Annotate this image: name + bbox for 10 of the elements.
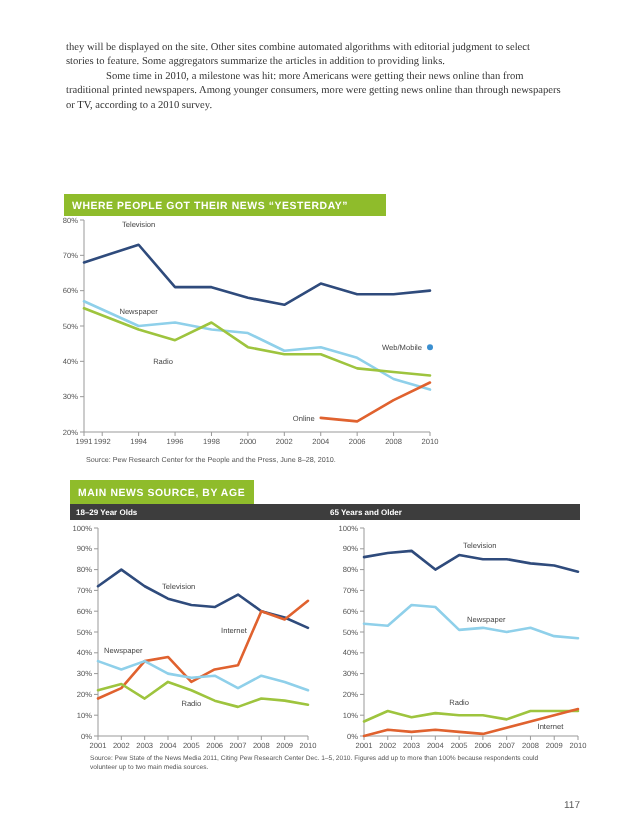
line-series	[82, 243, 432, 307]
line-series	[362, 603, 580, 640]
line-series	[96, 659, 310, 692]
line-series	[82, 307, 432, 377]
line-series	[96, 568, 310, 630]
line-series	[96, 680, 310, 709]
line-series	[319, 381, 432, 423]
line-series	[96, 599, 310, 700]
line-series	[82, 299, 432, 391]
line-series	[362, 549, 580, 573]
